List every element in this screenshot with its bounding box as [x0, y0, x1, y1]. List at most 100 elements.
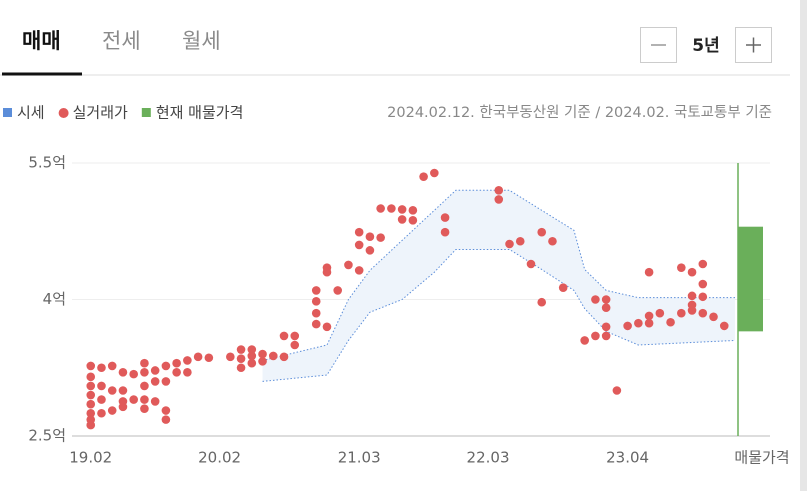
deal-dot: [322, 322, 332, 332]
deal-dot: [258, 357, 267, 366]
deal-dot: [365, 232, 375, 242]
band-upper: [262, 189, 735, 361]
deal-dot: [687, 306, 697, 315]
deal-dot: [677, 263, 686, 272]
deal-dot: [440, 213, 450, 222]
deal-dot: [430, 168, 439, 178]
deal-dot: [140, 368, 149, 377]
deal-dot: [591, 295, 600, 304]
deal-dot: [268, 351, 278, 361]
deal-dot: [591, 331, 600, 341]
deal-dot: [644, 318, 654, 328]
tab[interactable]: 매매: [22, 29, 61, 53]
deal-dot: [354, 266, 364, 275]
deal-dot: [601, 322, 611, 332]
deal-dot: [354, 240, 364, 250]
deal-dot: [172, 358, 181, 368]
x-tick-label: 19.02: [69, 449, 112, 467]
deal-dot: [677, 308, 686, 318]
deal-dot: [247, 358, 257, 368]
tab[interactable]: 전세: [102, 29, 141, 53]
deal-dot: [107, 386, 117, 395]
deal-dot: [634, 318, 643, 328]
x-tick-label: 20.02: [198, 449, 241, 467]
deal-dot: [86, 372, 96, 382]
deal-dot: [408, 206, 418, 215]
deal-dot: [537, 227, 547, 237]
deal-dot: [354, 227, 364, 237]
listing-bar: [738, 226, 763, 332]
deal-dot: [376, 233, 385, 242]
deal-dot: [644, 311, 654, 321]
period-label: 5년: [692, 36, 719, 56]
deal-dot: [97, 363, 106, 373]
x-tick-label: 22.03: [467, 449, 510, 467]
deal-dot: [548, 236, 557, 246]
deal-dot: [311, 319, 321, 329]
y-tick-label: 4억: [43, 290, 66, 308]
deal-dot: [311, 308, 321, 318]
legend-marker: [3, 108, 12, 117]
deal-dot: [612, 386, 622, 395]
band-fill: [262, 190, 735, 382]
legend-item: 현재 매물가격: [141, 104, 243, 122]
deal-dot: [698, 308, 708, 318]
deal-dot: [86, 390, 96, 400]
deal-dot: [687, 291, 697, 301]
deal-dot: [505, 239, 514, 249]
deal-dot: [129, 369, 138, 379]
deal-dot: [290, 340, 300, 350]
deal-dot: [86, 381, 96, 391]
deal-dot: [709, 312, 718, 322]
deal-dot: [376, 204, 385, 213]
legend-item: 실거래가: [58, 104, 128, 122]
deal-dot: [150, 397, 160, 406]
deal-dot: [515, 236, 525, 246]
deal-dot: [623, 321, 632, 331]
deal-dot: [183, 356, 192, 365]
deal-dot: [161, 406, 171, 415]
deal-dot: [97, 381, 106, 391]
deal-dot: [236, 345, 246, 354]
legend-marker: [141, 108, 151, 117]
deal-dot: [397, 215, 407, 224]
deal-dot: [193, 352, 203, 362]
deal-dot: [344, 260, 353, 270]
deal-dot: [172, 368, 181, 377]
x-tick-label: 21.03: [338, 449, 381, 467]
plus-button[interactable]: [735, 27, 772, 63]
data-note: 2024.02.12. 한국부동산원 기준 / 2024.02. 국토교통부 기…: [387, 104, 772, 121]
x-tick-label: 23.04: [606, 449, 649, 467]
x-tick-label: 매물가격: [734, 449, 789, 467]
deal-dot: [140, 358, 149, 368]
deal-dot: [311, 297, 321, 306]
deal-dot: [86, 399, 96, 409]
deal-dot: [161, 377, 171, 386]
deal-dot: [494, 186, 504, 195]
deal-dot: [140, 395, 149, 404]
deal-dot: [644, 267, 654, 277]
deal-dot: [558, 283, 568, 292]
deal-dot: [150, 366, 160, 375]
deal-dot: [408, 216, 418, 225]
deal-dot: [311, 286, 321, 295]
deal-dot: [247, 351, 257, 361]
deal-dot: [365, 246, 375, 255]
tab[interactable]: 월세: [182, 29, 221, 53]
legend-item: 시세: [3, 104, 45, 122]
legend-label: 실거래가: [73, 104, 128, 122]
deal-dot: [419, 172, 428, 181]
minus-button[interactable]: [640, 27, 677, 63]
deal-dot: [97, 408, 106, 418]
deal-dot: [118, 402, 128, 412]
deal-dot: [494, 195, 504, 204]
deal-dot: [719, 321, 729, 331]
legend-label: 시세: [17, 104, 45, 122]
deal-dot: [322, 267, 332, 277]
deal-dot: [698, 259, 708, 269]
deal-dot: [129, 395, 138, 404]
deal-dot: [666, 317, 675, 327]
deal-dot: [279, 352, 289, 362]
deal-dot: [698, 279, 708, 289]
deal-dot: [655, 308, 665, 318]
